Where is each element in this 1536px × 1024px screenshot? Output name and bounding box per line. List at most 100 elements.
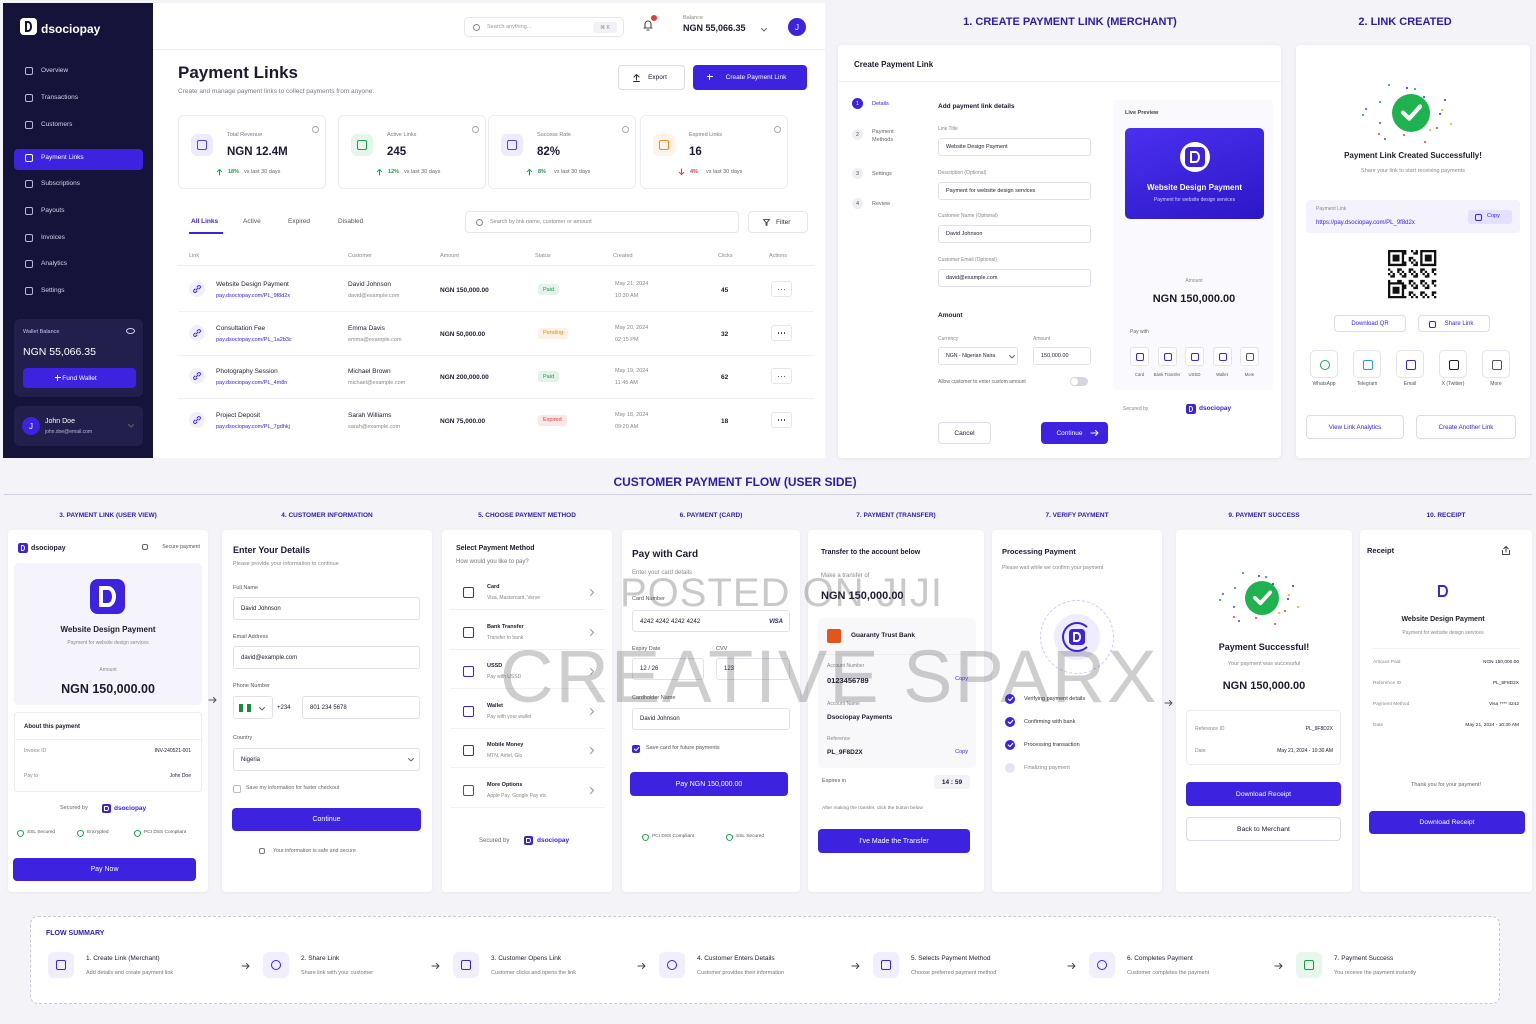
button[interactable]: Fund Wallet <box>23 368 136 388</box>
badge-label: PCI DSS Compliant <box>144 830 187 835</box>
method-option[interactable] <box>1130 347 1149 366</box>
button[interactable]: Share Link <box>1418 315 1490 332</box>
nav-item[interactable]: Invoices <box>41 234 65 241</box>
input-field[interactable]: NGN - Nigerian Naira <box>938 347 1018 365</box>
input-field[interactable]: 12 / 26 <box>632 658 704 680</box>
link-url[interactable]: https://pay.dsociopay.com/PL_9f8d2x <box>1316 220 1415 226</box>
toggle-knob <box>1071 378 1078 385</box>
input-field[interactable]: David Johnson <box>632 708 790 730</box>
input-field[interactable]: 801 234 5678 <box>302 696 420 719</box>
search-placeholder[interactable]: Search by link name, customer or amount <box>490 219 592 225</box>
link-url[interactable]: pay.dsociopay.com/PL_9f8d2x <box>216 293 291 299</box>
method-row[interactable]: Wallet Pay with your wallet <box>450 694 605 729</box>
method-row[interactable]: Card Visa, Mastercard, Verve <box>450 575 605 610</box>
method-label: Card <box>1134 372 1145 377</box>
input-field[interactable]: 123 <box>716 658 790 680</box>
method-row[interactable]: Bank Transfer Transfer to bank <box>450 615 605 650</box>
input-field[interactable]: Nigeria <box>233 748 420 771</box>
button[interactable]: Continue <box>232 808 421 831</box>
share-option[interactable] <box>1353 350 1381 378</box>
method-row[interactable]: More Options Apple Pay, Google Pay etc <box>450 773 605 808</box>
nav-item[interactable]: Customers <box>41 121 73 128</box>
tab[interactable]: All Links <box>191 218 219 225</box>
confetti <box>1424 141 1427 144</box>
nav-item[interactable]: Subscriptions <box>41 180 81 187</box>
input-field[interactable]: David Johnson <box>233 597 420 620</box>
share-option[interactable] <box>1482 350 1510 378</box>
nav-item[interactable]: Transactions <box>41 94 78 101</box>
share-option[interactable] <box>1310 350 1338 378</box>
input-field[interactable]: david@example.com <box>233 646 420 669</box>
icon <box>473 24 480 31</box>
checkbox[interactable] <box>632 745 640 753</box>
qr-code-shape <box>1388 250 1437 299</box>
search-placeholder[interactable]: Search anything... <box>487 23 532 30</box>
input-field[interactable]: Website Design Payment <box>938 138 1091 156</box>
method-row[interactable]: USSD Pay with USSD <box>450 654 605 689</box>
method-option[interactable] <box>1157 347 1177 366</box>
action-button[interactable] <box>771 368 792 384</box>
button[interactable]: Continue <box>1041 422 1108 444</box>
customer-name: David Johnson <box>348 281 391 288</box>
screen: dsociopay Secure payment Website Design Pa… <box>8 530 208 892</box>
button[interactable]: View Link Analytics <box>1306 415 1404 439</box>
method-desc: Pay with USSD <box>487 674 522 680</box>
button[interactable]: Download Receipt <box>1369 811 1525 834</box>
tab[interactable]: Disabled <box>338 218 364 225</box>
toggle[interactable] <box>1070 377 1088 386</box>
button[interactable]: Create Another Link <box>1416 415 1516 439</box>
action-button[interactable] <box>771 411 792 428</box>
link-url[interactable]: pay.dsociopay.com/PL_4m8n <box>216 380 288 386</box>
input-field[interactable]: David Johnson <box>938 225 1091 243</box>
copy-button[interactable]: Copy <box>955 749 968 755</box>
input-field[interactable]: david@example.com <box>938 268 1091 287</box>
tab[interactable]: Active <box>243 218 261 225</box>
button[interactable]: Pay Now <box>13 858 196 881</box>
method-option[interactable] <box>1212 347 1232 366</box>
link-name: Website Design Payment <box>216 281 289 288</box>
nav-item[interactable]: Overview <box>41 67 69 74</box>
share-option[interactable] <box>1396 350 1424 378</box>
arrow-shape <box>241 963 250 969</box>
method-option[interactable] <box>1185 347 1204 366</box>
button[interactable]: Download QR <box>1334 315 1406 332</box>
country-code[interactable] <box>233 696 273 719</box>
button[interactable]: I've Made the Transfer <box>818 829 970 853</box>
share-option[interactable] <box>1439 350 1467 378</box>
confetti <box>1440 108 1443 111</box>
nav-item[interactable]: Analytics <box>41 260 68 267</box>
nav-item[interactable]: Settings <box>41 287 65 294</box>
method-option[interactable] <box>1240 347 1259 366</box>
logo <box>1433 581 1453 601</box>
nav-item[interactable]: Payment Links <box>41 154 84 161</box>
method-row[interactable]: Mobile Money MTN, Airtel, Glo <box>450 733 605 768</box>
checkbox[interactable] <box>233 785 241 793</box>
input-field[interactable]: Payment for website design services <box>938 181 1091 200</box>
icon <box>1363 360 1373 370</box>
icon <box>25 234 33 242</box>
button[interactable]: Pay NGN 150,000.00 <box>630 772 788 796</box>
input-field[interactable]: 4242 4242 4242 4242 VISA <box>632 610 790 632</box>
icon <box>1163 353 1172 361</box>
step-label: Review <box>872 201 891 207</box>
button[interactable]: Back to Merchant <box>1186 817 1341 841</box>
button[interactable]: Export <box>618 65 685 90</box>
filter-button[interactable]: Filter <box>748 211 808 233</box>
icon <box>774 126 781 133</box>
nav-item[interactable]: Payouts <box>41 207 65 214</box>
button[interactable]: Create Payment Link <box>693 65 807 90</box>
copy-button[interactable]: Copy <box>955 676 968 682</box>
action-button[interactable] <box>771 324 792 341</box>
tab[interactable]: Expired <box>288 218 311 225</box>
button[interactable]: Download Receipt <box>1186 782 1341 806</box>
text: Filter <box>776 219 791 226</box>
button[interactable]: Cancel <box>938 422 991 444</box>
chevron-down-shape <box>761 28 767 32</box>
link-url[interactable]: pay.dsociopay.com/PL_7gdhkj <box>216 423 290 430</box>
copy-button[interactable]: Copy <box>1468 210 1512 224</box>
arrow <box>1067 963 1076 969</box>
link-url[interactable]: pay.dsociopay.com/PL_1a2b3c <box>216 336 292 343</box>
input-field[interactable]: 150,000.00 <box>1033 347 1091 365</box>
action-button[interactable] <box>771 281 792 297</box>
icon <box>1320 360 1330 370</box>
